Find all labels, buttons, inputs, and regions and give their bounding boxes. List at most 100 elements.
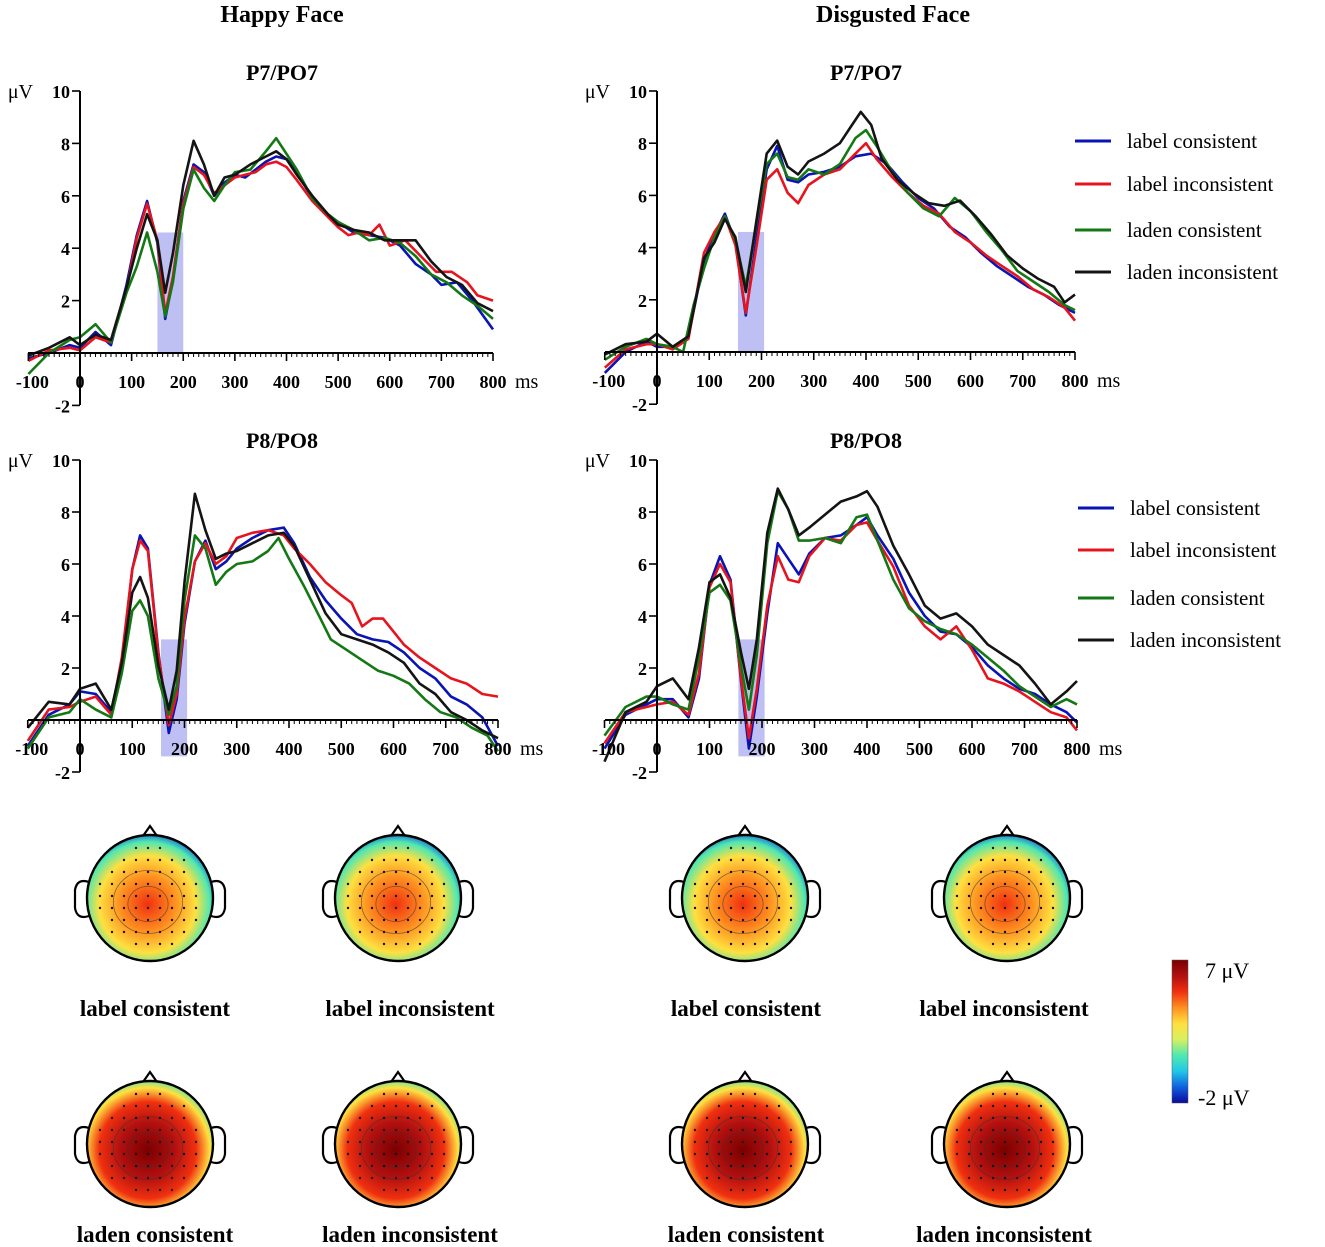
- electrode-dot: [170, 1176, 174, 1180]
- x-tick-label: 800: [1062, 371, 1089, 391]
- electrode-dot: [777, 894, 781, 898]
- electrode-dot: [1015, 1116, 1019, 1120]
- electrode-dot: [1027, 1176, 1031, 1180]
- x-tick-label: -100: [16, 372, 49, 392]
- electrode-dot: [346, 1152, 350, 1156]
- electrode-dot: [991, 942, 995, 946]
- electrode-dot: [705, 1152, 709, 1156]
- y-tick-label: -2: [632, 763, 647, 783]
- electrode-dot: [729, 1128, 733, 1132]
- electrode-dot: [134, 1188, 138, 1192]
- x-tick-label: 0: [76, 372, 85, 392]
- electrode-dot: [170, 870, 174, 874]
- electrode-dot: [346, 906, 350, 910]
- electrode-dot: [717, 870, 721, 874]
- electrode-dot: [134, 1116, 138, 1120]
- electrode-dot: [991, 1140, 995, 1144]
- electrode-dot: [741, 1128, 745, 1132]
- topomap-label: laden inconsistent: [322, 1222, 498, 1247]
- electrode-dot: [789, 1164, 793, 1168]
- electrode-dot: [1051, 882, 1055, 886]
- electrode-dot: [370, 1104, 374, 1108]
- electrode-dot: [1051, 906, 1055, 910]
- electrode-dot: [406, 1116, 410, 1120]
- x-tick-label: 400: [854, 739, 881, 759]
- contour-line: [360, 1116, 432, 1180]
- electrode-dot: [753, 906, 757, 910]
- x-tick-label: 500: [325, 372, 352, 392]
- right-ear-outline: [458, 879, 475, 919]
- contour-line: [969, 870, 1041, 934]
- series-line-label-consistent: [603, 515, 1078, 750]
- electrode-dot: [370, 1116, 374, 1120]
- electrode-dot: [1039, 882, 1043, 886]
- electrode-dot: [705, 930, 709, 934]
- y-unit-label: μV: [585, 450, 611, 472]
- x-tick-label: 300: [800, 371, 827, 391]
- electrode-dot: [979, 1116, 983, 1120]
- electrode-dot: [382, 870, 386, 874]
- electrode-dot: [110, 1176, 114, 1180]
- electrode-dot: [382, 846, 386, 850]
- electrode-dot: [146, 1164, 150, 1168]
- right-ear-outline: [210, 1125, 227, 1165]
- chart-panel-disgusted-p7po7: P7/PO7 -100 0 100 200 300 400 500 600 700 800 ms -2 2…: [585, 60, 1278, 415]
- electrode-dot: [430, 1140, 434, 1144]
- electrode-dot: [1015, 1164, 1019, 1168]
- electrode-dot: [182, 1164, 186, 1168]
- electrode-dot: [765, 918, 769, 922]
- electrode-dot: [182, 906, 186, 910]
- electrode-dot: [182, 1176, 186, 1180]
- electrode-dot: [418, 882, 422, 886]
- electrode-dot: [110, 918, 114, 922]
- electrode-dot: [170, 1116, 174, 1120]
- electrode-dot: [705, 918, 709, 922]
- electrode-dot: [134, 858, 138, 862]
- x-tick-label: -100: [592, 739, 625, 759]
- electrode-dot: [406, 1152, 410, 1156]
- electrode-dot: [991, 870, 995, 874]
- x-tick-label: 600: [957, 371, 984, 391]
- electrode-dot: [382, 918, 386, 922]
- electrode-dot: [158, 1176, 162, 1180]
- electrode-dot: [741, 870, 745, 874]
- x-tick-label: 600: [380, 739, 407, 759]
- electrode-dot: [729, 846, 733, 850]
- electrode-dot: [382, 894, 386, 898]
- electrode-dot: [1003, 882, 1007, 886]
- electrode-dot: [430, 930, 434, 934]
- electrode-dot: [406, 1176, 410, 1180]
- series-line-laden-inconsistent: [603, 487, 1078, 763]
- electrode-dot: [170, 1188, 174, 1192]
- electrode-dot: [705, 894, 709, 898]
- electrode-dot: [729, 906, 733, 910]
- series-line-label-inconsistent: [27, 160, 494, 363]
- electrode-dot: [394, 1164, 398, 1168]
- y-tick-label: 2: [638, 291, 647, 311]
- electrode-dot: [693, 1128, 697, 1132]
- y-tick-label: 2: [61, 659, 70, 679]
- electrode-dot: [1027, 1152, 1031, 1156]
- electrode-dot: [158, 1188, 162, 1192]
- nose-outline: [142, 1070, 158, 1083]
- electrode-dot: [358, 1164, 362, 1168]
- electrode-dot: [110, 1152, 114, 1156]
- x-tick-label: 700: [432, 739, 459, 759]
- electrode-dot: [430, 1152, 434, 1156]
- electrode-dot: [765, 906, 769, 910]
- x-tick-label: 200: [749, 739, 776, 759]
- electrode-dot: [110, 906, 114, 910]
- electrode-dot: [146, 858, 150, 862]
- electrode-dot: [789, 1152, 793, 1156]
- y-tick-label: 4: [638, 239, 647, 259]
- electrode-dot: [991, 894, 995, 898]
- electrode-dot: [382, 1140, 386, 1144]
- electrode-dot: [346, 1128, 350, 1132]
- electrode-dot: [753, 1164, 757, 1168]
- head-outline: [680, 833, 810, 963]
- electrode-dot: [406, 1104, 410, 1108]
- electrode-dot: [98, 894, 102, 898]
- electrode-dot: [442, 894, 446, 898]
- y-tick-label: 6: [61, 187, 70, 207]
- electrode-dot: [430, 1104, 434, 1108]
